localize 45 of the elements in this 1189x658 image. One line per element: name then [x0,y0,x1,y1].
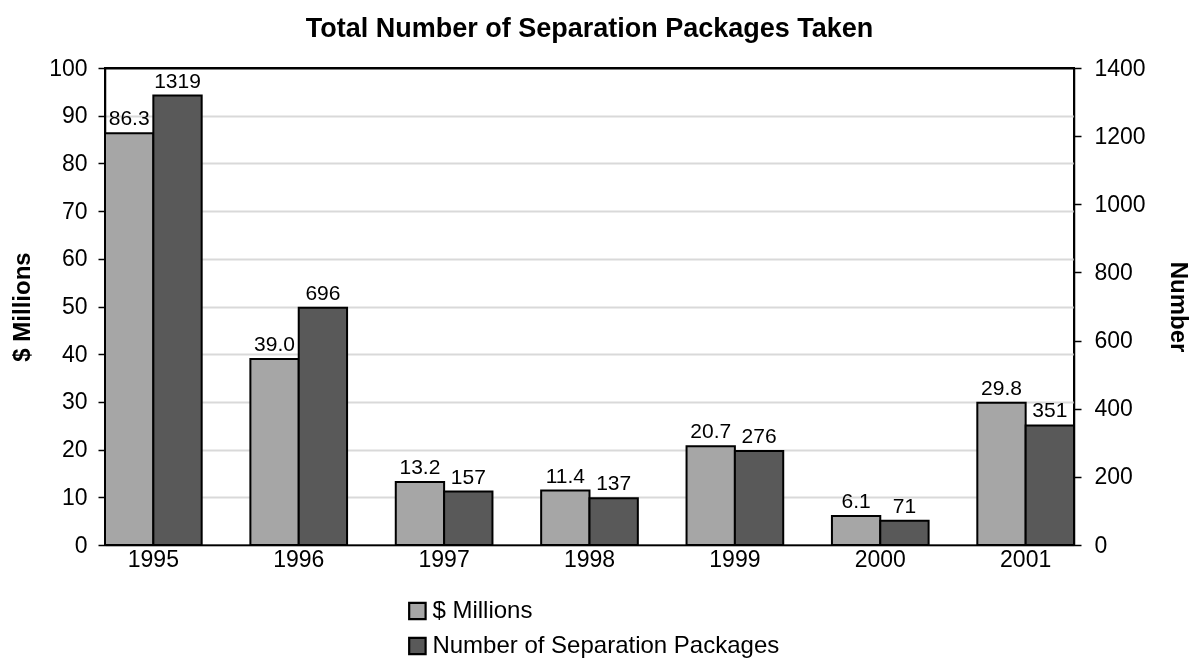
data-label: 696 [305,280,341,304]
data-label: 137 [596,471,632,495]
y2-tick-label: 400 [1094,395,1133,422]
data-label: 39.0 [254,331,295,355]
data-label: 276 [741,423,777,447]
x-tick-label: 1997 [418,545,470,572]
data-label: 1319 [154,68,201,92]
y2-tick-label: 800 [1094,258,1133,285]
legend-label: Number of Separation Packages [432,631,780,658]
x-tick-label: 2000 [854,545,906,572]
y-axis-title: $ Millions [8,252,36,362]
data-label: 11.4 [545,463,586,487]
x-tick-label: 1999 [709,545,761,572]
y-tick-label: 30 [61,388,88,415]
data-label: 13.2 [399,455,441,479]
y2-tick-label: 1400 [1094,54,1146,81]
y-tick-label: 40 [61,340,88,367]
data-label: 71 [892,493,917,517]
y2-tick-label: 1200 [1094,122,1146,149]
y2-tick-label: 1000 [1094,190,1146,217]
data-label: 6.1 [841,488,871,512]
y-tick-label: 90 [61,102,88,129]
y-tick-label: 60 [61,245,88,272]
data-label: 29.8 [981,375,1022,399]
chart-title: Total Number of Separation Packages Taken [305,13,874,43]
y2-axis-title: Number [1165,261,1189,353]
y-tick-label: 0 [74,531,88,558]
x-tick-label: 1995 [127,545,179,572]
y-tick-label: 50 [61,293,88,319]
x-tick-label: 2001 [1000,545,1052,572]
y-tick-label: 100 [49,54,88,81]
y-tick-label: 20 [61,436,88,463]
y-tick-label: 70 [61,197,88,224]
data-label: 86.3 [108,106,150,130]
y-tick-label: 80 [61,149,88,176]
y2-tick-label: 200 [1094,463,1133,490]
y-tick-label: 10 [61,483,88,510]
data-label: 351 [1032,398,1068,422]
legend-label: $ Millions [432,596,533,623]
x-tick-label: 1998 [563,545,616,572]
data-label: 20.7 [690,419,732,443]
y2-tick-label: 0 [1094,531,1108,558]
y2-tick-label: 600 [1094,327,1133,354]
x-tick-label: 1996 [273,545,325,572]
data-label: 157 [450,464,486,488]
